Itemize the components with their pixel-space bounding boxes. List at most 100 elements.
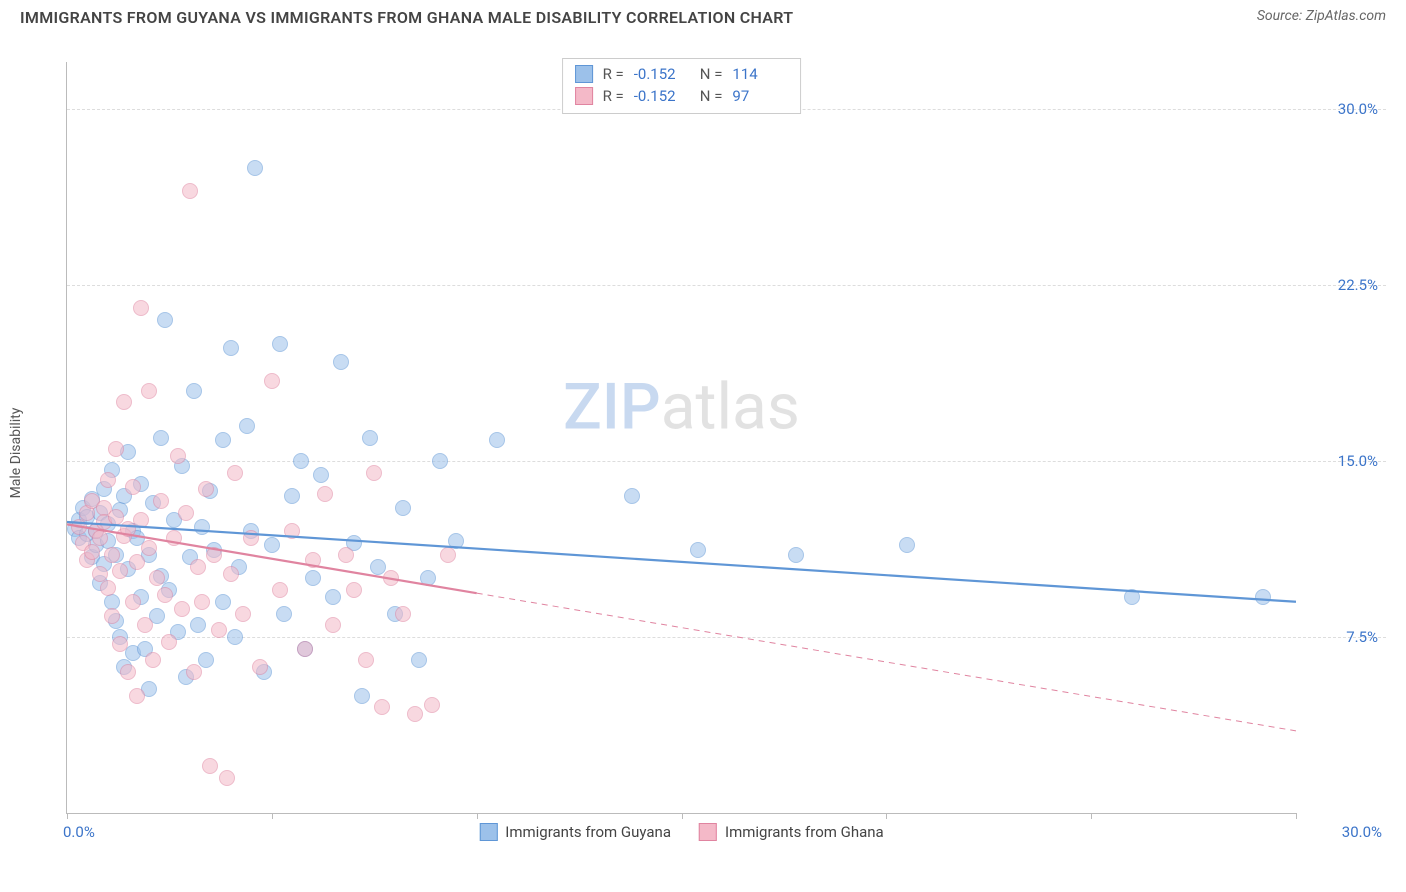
scatter-point [141,383,157,399]
source-label: Source: ZipAtlas.com [1257,8,1386,24]
legend-swatch [699,823,717,841]
scatter-point [104,547,120,563]
scatter-point [305,570,321,586]
scatter-point [432,453,448,469]
scatter-point [624,488,640,504]
watermark: ZIPatlas [563,370,800,445]
watermark-atlas: atlas [661,370,800,445]
scatter-point [157,312,173,328]
scatter-point [239,418,255,434]
scatter-point [333,354,349,370]
scatter-point [174,601,190,617]
scatter-point [112,563,128,579]
x-axis-max-label: 30.0% [1342,823,1382,841]
legend-label: Immigrants from Guyana [505,823,671,841]
x-tick [1091,813,1092,819]
scatter-point [247,160,263,176]
x-tick [886,813,887,819]
scatter-point [129,554,145,570]
scatter-point [325,617,341,633]
series-legend: Immigrants from Guyana Immigrants from Gh… [479,823,883,841]
grid-line [67,285,1386,286]
legend-swatch [479,823,497,841]
stats-legend: R =-0.152N =114R =-0.152N =97 [562,58,802,114]
scatter-point [264,373,280,389]
scatter-point [383,570,399,586]
x-tick [1296,813,1297,819]
scatter-point [116,394,132,410]
x-axis-min-label: 0.0% [63,823,95,841]
scatter-point [100,472,116,488]
r-value: -0.152 [634,65,690,83]
scatter-point [264,537,280,553]
scatter-point [411,652,427,668]
scatter-point [206,547,222,563]
scatter-point [297,641,313,657]
scatter-point [293,453,309,469]
scatter-point [338,547,354,563]
x-tick [67,813,68,819]
scatter-point [354,688,370,704]
scatter-point [325,589,341,605]
scatter-point [690,542,706,558]
x-tick [682,813,683,819]
scatter-point [223,566,239,582]
scatter-point [194,594,210,610]
scatter-point [149,570,165,586]
scatter-point [276,606,292,622]
scatter-point [133,512,149,528]
y-tick-label: 22.5% [1338,276,1378,294]
scatter-point [358,652,374,668]
scatter-point [125,479,141,495]
watermark-zip: ZIP [563,370,661,445]
scatter-point [395,606,411,622]
scatter-point [407,706,423,722]
scatter-point [84,544,100,560]
n-label: N = [700,87,723,105]
scatter-point [120,664,136,680]
legend-item: Immigrants from Ghana [699,823,884,841]
legend-swatch [575,87,593,105]
scatter-point [215,432,231,448]
scatter-point [1124,589,1140,605]
scatter-point [190,617,206,633]
scatter-point [424,697,440,713]
scatter-point [284,488,300,504]
scatter-point [133,300,149,316]
scatter-point [235,606,251,622]
y-tick-label: 7.5% [1346,628,1378,646]
scatter-point [125,594,141,610]
scatter-point [272,582,288,598]
scatter-point [190,559,206,575]
scatter-point [202,758,218,774]
legend-label: Immigrants from Ghana [725,823,884,841]
chart-area: Male Disability ZIPatlas R =-0.152N =114… [48,62,1386,844]
scatter-point [1255,589,1271,605]
scatter-point [166,530,182,546]
scatter-point [211,622,227,638]
scatter-point [346,582,362,598]
scatter-point [227,629,243,645]
scatter-point [153,493,169,509]
scatter-point [252,659,268,675]
scatter-point [145,652,161,668]
stats-legend-row: R =-0.152N =114 [575,63,789,85]
y-tick-label: 30.0% [1338,100,1378,118]
scatter-point [313,467,329,483]
scatter-point [227,465,243,481]
scatter-point [272,336,288,352]
stats-legend-row: R =-0.152N =97 [575,85,789,107]
scatter-point [157,587,173,603]
scatter-point [186,383,202,399]
r-label: R = [603,87,624,105]
scatter-point [366,465,382,481]
y-axis-label: Male Disability [8,408,24,499]
scatter-point [362,430,378,446]
scatter-point [100,580,116,596]
legend-item: Immigrants from Guyana [479,823,671,841]
scatter-point [440,547,456,563]
y-tick-label: 15.0% [1338,452,1378,470]
scatter-point [198,481,214,497]
scatter-point [788,547,804,563]
chart-title: IMMIGRANTS FROM GUYANA VS IMMIGRANTS FRO… [20,8,793,27]
